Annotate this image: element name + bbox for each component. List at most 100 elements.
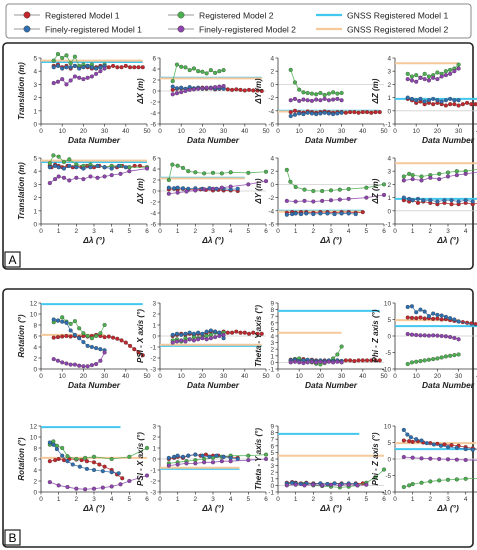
data-point [214,453,219,458]
data-point [234,87,239,92]
data-point [456,352,461,357]
data-point [225,330,230,335]
y-tick-label: 8 [33,446,37,453]
data-point [180,186,186,191]
data-point [183,331,188,336]
data-point [415,196,421,201]
y-tick-label: -6 [268,122,274,129]
data-point [170,162,175,167]
x-tick-label: 2 [429,496,433,503]
data-point [302,187,307,192]
data-point [443,103,448,108]
data-point [200,336,205,341]
data-point [196,337,201,342]
data-point [414,98,419,103]
data-point [426,98,431,103]
data-point [230,330,235,335]
data-point [47,480,52,485]
data-point [437,456,442,462]
data-point [166,177,171,183]
data-point [465,100,470,105]
data-point [373,475,378,480]
data-point [431,96,436,101]
data-point [405,304,410,310]
data-point [454,173,459,178]
y-tick-label: 3 [270,463,274,470]
y-tick-label: -6 [268,222,274,229]
data-point [65,484,70,490]
data-point [418,359,423,364]
data-point [449,202,454,207]
data-point [431,333,436,338]
data-point [426,333,431,338]
data-point [172,454,177,459]
data-point [174,86,180,91]
x-axis-title: Data Number [422,135,475,145]
y-tick-label: -2 [268,195,274,202]
data-point [401,174,406,179]
data-point [60,77,65,82]
data-point [81,65,86,70]
x-tick-label: 10 [413,128,421,135]
data-point [193,461,198,466]
data-point [290,212,295,217]
data-point [328,198,334,203]
y-tick-label: 4 [33,345,37,352]
data-point [318,359,323,364]
x-tick-label: 30 [338,128,346,135]
data-point [202,460,207,465]
data-point [200,453,205,458]
y-tick-label: -5 [385,350,391,357]
x-tick-label: 20 [434,373,442,380]
y-tick-label: 2 [152,435,156,442]
data-point [61,159,67,165]
data-point [127,165,132,170]
y-tick-label: -1 [150,468,156,475]
data-point [213,85,218,90]
y-tick-label: 0 [152,189,156,196]
x-tick-label: 0 [393,128,397,135]
data-point [210,186,216,191]
x-tick-label: 6 [382,228,386,235]
data-point [352,110,357,115]
y-tick-label: 8 [270,430,274,437]
legend-item: GNSS Registered Model 2 [316,25,448,35]
data-point [132,65,137,70]
y-axis-title: ΔZ (m) [371,178,380,204]
data-point [422,333,427,338]
chart-B1: 0 2 4 6 8 10 12 0 10 20 30 40 50 Data Number Rotation … [17,301,151,391]
legend-swatch-marker [177,11,185,19]
data-point [322,96,327,101]
data-point [228,184,233,189]
data-point [136,350,141,355]
data-point [419,178,424,183]
data-point [439,317,444,322]
y-tick-label: 5 [387,317,391,324]
y-tick-label: 0 [270,82,274,89]
data-point [166,463,171,468]
y-tick-label: 10 [30,435,38,442]
y-tick-label: 6 [270,320,274,327]
data-point [443,354,448,359]
data-point [100,469,105,474]
y-tick-label: 0 [387,208,391,215]
x-axis-title: Data Number [422,380,475,390]
data-point [183,65,188,70]
data-point [331,97,336,102]
data-point [439,99,444,104]
data-point [98,347,103,352]
x-tick-label: 4 [347,496,351,503]
x-tick-label: 6 [145,496,149,503]
data-point [180,165,186,170]
data-point [88,174,93,179]
legend-item: Registered Model 2 [168,11,274,21]
x-axis-title: Data Number [305,135,358,145]
y-tick-label: 8 [33,323,37,330]
data-point [435,70,440,75]
x-tick-label: 2 [75,496,79,503]
x-tick-label: 20 [199,128,207,135]
y-axis-title: ΔX (m) [136,178,145,205]
data-point [456,103,461,108]
data-point [251,88,256,93]
data-point [74,456,79,462]
